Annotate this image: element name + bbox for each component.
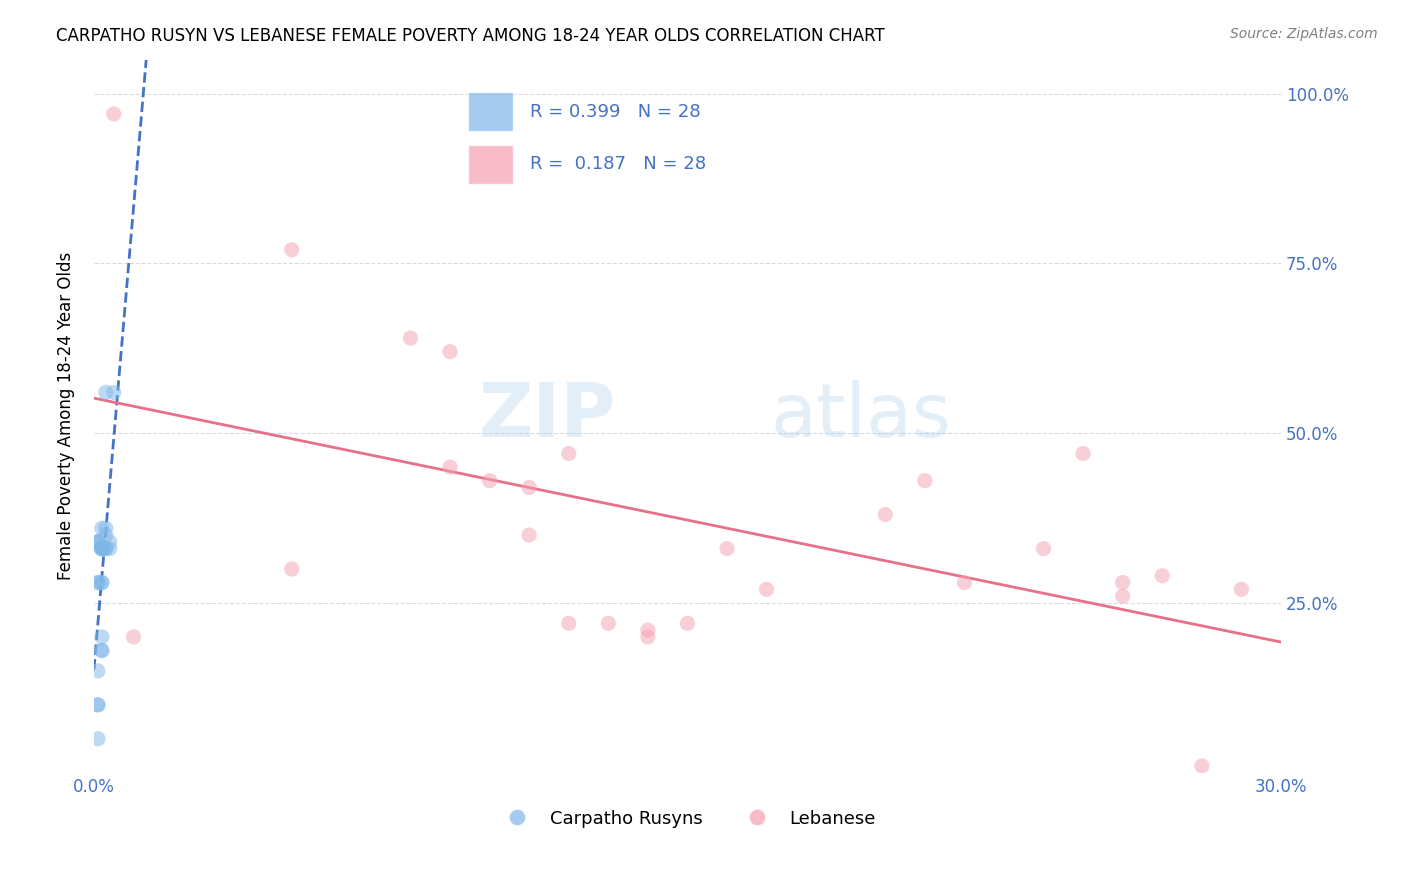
- Text: ZIP: ZIP: [479, 380, 616, 452]
- Point: [87, 664, 110, 678]
- Point: [103, 107, 125, 121]
- Point: [94, 541, 117, 556]
- Point: [98, 534, 121, 549]
- Point: [517, 528, 540, 542]
- Legend: Carpatho Rusyns, Lebanese: Carpatho Rusyns, Lebanese: [492, 803, 883, 835]
- Point: [1111, 589, 1133, 603]
- Point: [90, 643, 112, 657]
- Point: [914, 474, 936, 488]
- Point: [94, 528, 117, 542]
- Text: R = 0.399   N = 28: R = 0.399 N = 28: [530, 103, 700, 120]
- Point: [875, 508, 897, 522]
- Point: [90, 541, 112, 556]
- Point: [637, 630, 659, 644]
- Point: [716, 541, 738, 556]
- Point: [755, 582, 778, 597]
- Point: [439, 344, 461, 359]
- Text: R =  0.187   N = 28: R = 0.187 N = 28: [530, 155, 706, 173]
- Text: Source: ZipAtlas.com: Source: ZipAtlas.com: [1230, 27, 1378, 41]
- Point: [281, 562, 304, 576]
- Point: [87, 698, 110, 712]
- Point: [90, 541, 112, 556]
- Point: [517, 481, 540, 495]
- Point: [90, 575, 112, 590]
- Point: [478, 474, 501, 488]
- Point: [98, 541, 121, 556]
- Point: [1032, 541, 1054, 556]
- Point: [87, 575, 110, 590]
- Point: [558, 616, 581, 631]
- Point: [87, 534, 110, 549]
- Point: [281, 243, 304, 257]
- Point: [87, 575, 110, 590]
- Point: [598, 616, 620, 631]
- Point: [637, 623, 659, 637]
- Point: [1152, 568, 1174, 582]
- Text: CARPATHO RUSYN VS LEBANESE FEMALE POVERTY AMONG 18-24 YEAR OLDS CORRELATION CHAR: CARPATHO RUSYN VS LEBANESE FEMALE POVERT…: [56, 27, 884, 45]
- Point: [1111, 575, 1133, 590]
- Point: [676, 616, 699, 631]
- Point: [399, 331, 422, 345]
- Point: [87, 698, 110, 712]
- Point: [439, 460, 461, 475]
- Point: [90, 541, 112, 556]
- Point: [558, 446, 581, 460]
- FancyBboxPatch shape: [468, 145, 513, 185]
- FancyBboxPatch shape: [468, 92, 513, 131]
- Point: [94, 385, 117, 400]
- Point: [87, 534, 110, 549]
- Point: [1230, 582, 1253, 597]
- Point: [87, 731, 110, 746]
- Point: [90, 643, 112, 657]
- Point: [94, 521, 117, 535]
- Point: [90, 541, 112, 556]
- Point: [87, 534, 110, 549]
- Point: [953, 575, 976, 590]
- Point: [1191, 759, 1213, 773]
- Point: [90, 630, 112, 644]
- Point: [90, 541, 112, 556]
- Y-axis label: Female Poverty Among 18-24 Year Olds: Female Poverty Among 18-24 Year Olds: [58, 252, 75, 581]
- Point: [90, 575, 112, 590]
- Point: [90, 521, 112, 535]
- Text: atlas: atlas: [770, 380, 952, 452]
- Point: [94, 541, 117, 556]
- Point: [1071, 446, 1094, 460]
- Point: [122, 630, 145, 644]
- Point: [103, 385, 125, 400]
